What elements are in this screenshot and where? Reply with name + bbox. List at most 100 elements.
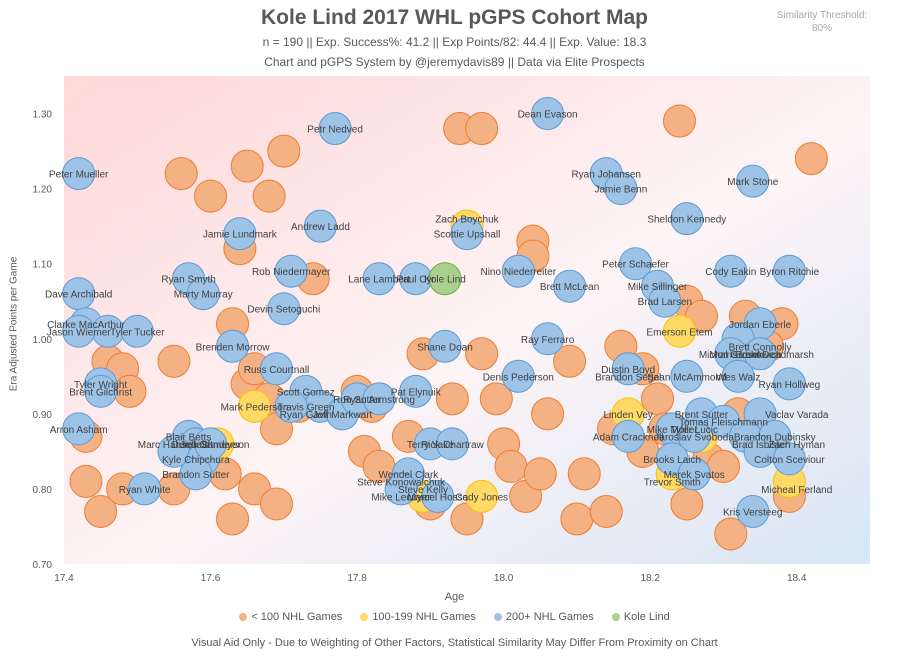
point-label: Marc Habscheid [138, 440, 210, 451]
kole-lind-point [428, 262, 462, 296]
y-tick-label: 0.90 [33, 410, 53, 421]
point-label: Brett McLean [540, 282, 599, 293]
point-label: Jordan Eberle [729, 320, 792, 331]
point-label: Ryan Armstrong [343, 395, 415, 406]
point-label: Rick Chartraw [421, 440, 485, 451]
point-label: Brad Larsen [638, 297, 692, 308]
point-label: Brandon Dubinsky [734, 432, 816, 443]
point-label: Tomas Fleischmann [679, 417, 768, 428]
point-label: Arron Asham [50, 425, 108, 436]
data-point [772, 254, 806, 288]
point-label: Brandon Sutter [162, 470, 230, 481]
point-label: Steve Kelly [398, 485, 448, 496]
data-point [194, 179, 228, 213]
data-point [384, 472, 418, 506]
data-point [186, 277, 220, 311]
data-point [84, 374, 118, 408]
data-point [523, 457, 557, 491]
legend-label: 200+ NHL Games [505, 611, 594, 623]
x-tick-label: 18.2 [640, 573, 660, 584]
legend-swatch [611, 613, 620, 621]
data-point [567, 457, 601, 491]
point-label: Byron Ritchie [760, 267, 820, 278]
data-point [604, 172, 638, 206]
data-point [619, 247, 653, 281]
point-label: Cody Eakin [705, 267, 756, 278]
threshold-label: Similarity Threshold: [776, 10, 868, 21]
x-tick-label: 17.6 [201, 573, 221, 584]
point-label: Trevor Smith [644, 477, 701, 488]
data-point [721, 359, 755, 393]
y-tick-label: 1.00 [33, 335, 53, 346]
point-label: Brett Connolly [729, 342, 792, 353]
point-label: Mark Stone [727, 177, 779, 188]
point-label: Zach Boychuk [435, 215, 499, 226]
data-point [611, 352, 645, 386]
data-point [772, 442, 806, 476]
point-label: Paul Cyr [397, 275, 436, 286]
data-point [714, 254, 748, 288]
data-point [662, 104, 696, 138]
point-label: Mike Moller [647, 425, 699, 436]
data-point [421, 479, 455, 513]
point-label: Linden Vey [603, 410, 653, 421]
legend-swatch [493, 613, 502, 621]
point-label: Wes Walz [716, 372, 760, 383]
threshold-value: 80% [811, 23, 832, 34]
y-axis-label-text: Era Adjusted Points per Game [8, 256, 20, 392]
data-point [670, 487, 704, 521]
point-label: Vaclav Varada [765, 410, 829, 421]
point-label: Peter Mueller [49, 170, 109, 181]
data-point [216, 502, 250, 536]
data-point [677, 457, 711, 491]
point-label: Brenden Morrow [196, 342, 271, 353]
data-point [479, 382, 513, 416]
point-label: Devin Setoguchi [247, 305, 320, 316]
data-point [362, 262, 396, 296]
point-label: Rob Niedermayer [252, 267, 331, 278]
data-point [794, 142, 828, 176]
legend-item: 200+ NHL Games [493, 611, 594, 623]
point-label: Jed Ortmeyer [180, 440, 241, 451]
chart-credit: Chart and pGPS System by @jeremydavis89 … [264, 55, 645, 69]
data-point [589, 494, 623, 528]
data-point [531, 97, 565, 131]
y-tick-label: 1.20 [33, 185, 53, 196]
similarity-threshold: Similarity Threshold: 80% [757, 9, 887, 35]
point-label: Ray Ferraro [521, 335, 575, 346]
data-point [714, 517, 748, 551]
point-label: Tyler Tucker [110, 327, 165, 338]
point-label: Ryan Smyth [161, 275, 215, 286]
point-label: Andrew Ladd [291, 222, 350, 233]
point-label: Ron Sutter [333, 395, 381, 406]
data-point [62, 412, 96, 446]
data-point [259, 487, 293, 521]
point-label: Brad Isbister [732, 440, 789, 451]
y-tick-label: 0.80 [33, 485, 53, 496]
y-tick-label: 0.70 [33, 560, 53, 571]
y-tick-label: 1.10 [33, 260, 53, 271]
point-label: Kyle Chipchura [162, 455, 230, 466]
data-point [399, 374, 433, 408]
point-label: Dean Evason [518, 110, 578, 121]
data-point [670, 359, 704, 393]
legend-label: Kole Lind [623, 611, 670, 623]
data-point [450, 217, 484, 251]
point-labels: Peter Mueller Petr Nedved Dean Evason Ryan … [45, 110, 832, 519]
data-point [465, 337, 499, 371]
data-point [362, 382, 396, 416]
point-label: Denis Pederson [483, 372, 554, 383]
data-point [531, 397, 565, 431]
legend-label: < 100 NHL Games [251, 611, 343, 623]
data-point [223, 217, 257, 251]
point-label: Dustin Boyd [601, 365, 655, 376]
data-point [531, 322, 565, 356]
point-label: Tyler Lucic [670, 425, 718, 436]
point-label: Mike Sillinger [628, 282, 688, 293]
point-label: Nino Niederreiter [480, 267, 556, 278]
point-label: Clarke MacArthur [47, 320, 125, 331]
data-point [216, 329, 250, 363]
data-points [62, 97, 828, 551]
